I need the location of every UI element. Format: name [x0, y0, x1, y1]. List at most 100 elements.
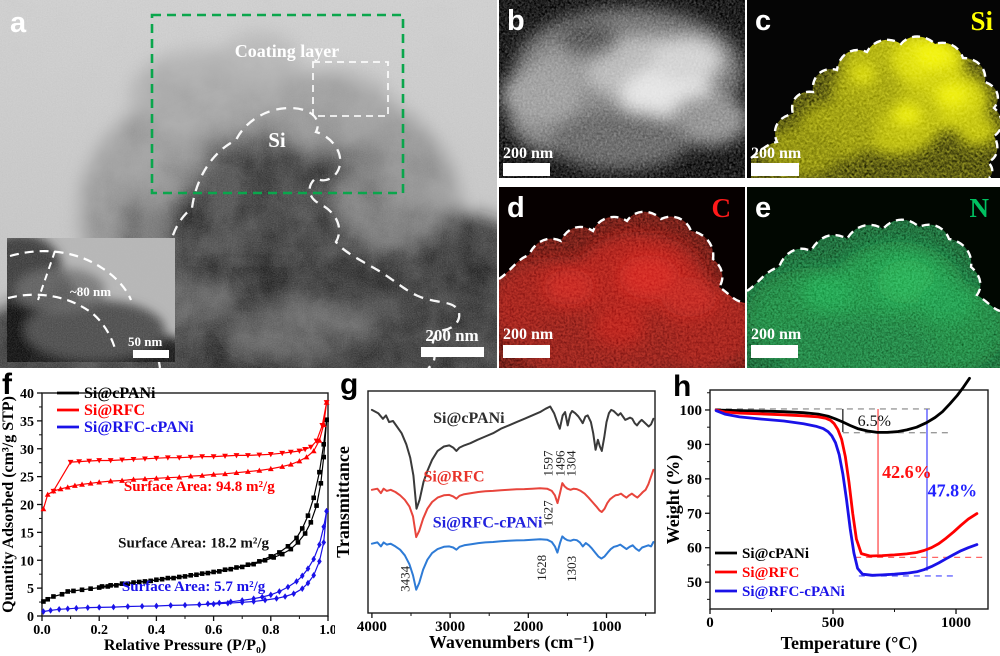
- f-marker: [296, 458, 303, 464]
- f-y-tick-label: 40: [20, 387, 34, 402]
- f-marker: [317, 558, 322, 565]
- f-marker: [287, 461, 294, 467]
- f-y-tick-label: 35: [20, 415, 34, 430]
- f-marker: [79, 587, 85, 593]
- f-marker: [182, 601, 188, 609]
- f-marker: [111, 603, 116, 611]
- f-marker: [268, 591, 274, 599]
- panel-letter-e: e: [755, 192, 771, 224]
- h-x-tick-label: 0: [706, 615, 714, 631]
- f-legend-label: Si@cPANi: [84, 385, 156, 402]
- f-marker: [274, 595, 279, 602]
- f-marker: [310, 448, 317, 454]
- f-marker: [296, 448, 303, 454]
- si-map-dashed-outline: [750, 35, 1000, 178]
- h-plot-box: [709, 389, 989, 610]
- f-marker: [187, 454, 194, 461]
- panel-g-ftir-chart: g 4000 3000 2000 1000 Wavenumbers (cm⁻¹) Tran…: [335, 370, 668, 656]
- f-marker: [164, 455, 171, 461]
- panel-letter-b: b: [507, 5, 525, 37]
- f-marker: [76, 459, 83, 465]
- f-x-tick-label: 0.8: [262, 623, 280, 638]
- scalebar-b: [503, 163, 550, 176]
- g-ylabel: Transmittance: [335, 446, 353, 558]
- f-marker: [119, 581, 125, 586]
- scalebar-a: [421, 347, 484, 357]
- f-marker: [303, 454, 310, 460]
- f-annotation: Surface Area: 18.2 m²/g: [118, 535, 269, 551]
- f-marker: [259, 593, 265, 601]
- f-x-tick-label: 1.0: [319, 623, 335, 638]
- f-marker: [239, 564, 245, 570]
- f-marker: [96, 479, 103, 485]
- f-marker: [279, 463, 286, 469]
- h-series-1: [714, 408, 979, 558]
- f-marker: [197, 601, 202, 608]
- f-marker: [165, 575, 171, 581]
- f-marker: [294, 578, 299, 585]
- f-marker: [256, 452, 263, 458]
- h-annotation: 6.5%: [858, 413, 891, 430]
- tem-image-a: ~80 nm 50 nm a Coating layer Si 200 nm: [0, 0, 497, 368]
- h-series-0: [714, 376, 971, 434]
- h-y-tick-label: 70: [687, 506, 702, 522]
- f-xlabel: Relative Pressure (P/P₀): [104, 637, 266, 654]
- f-marker: [142, 456, 148, 462]
- g-annotation: Si@RFC: [423, 469, 484, 486]
- f-y-tick-label: 25: [20, 471, 34, 486]
- c-map-art: [499, 211, 745, 368]
- f-marker: [96, 604, 102, 611]
- f-marker: [233, 469, 240, 476]
- f-marker: [130, 457, 137, 463]
- panel-h-tga-chart: h 0 500 1000 50 60 70 80 90 100 Temperature (°C) W…: [665, 370, 1000, 656]
- c-map-dashed-outline: [499, 210, 745, 305]
- h-xlabel: Temperature (°C): [781, 633, 918, 654]
- f-marker: [142, 475, 148, 482]
- f-marker: [251, 561, 256, 567]
- si-map-art: [751, 36, 1000, 178]
- f-marker: [164, 474, 171, 481]
- f-marker: [67, 459, 74, 466]
- f-marker: [44, 491, 51, 497]
- f-marker: [168, 602, 173, 609]
- f-marker: [176, 455, 183, 461]
- f-annotation: Surface Area: 5.7 m²/g: [122, 579, 266, 595]
- element-label-n: N: [970, 193, 990, 223]
- f-marker: [131, 580, 136, 585]
- f-legend-label: Si@RFC: [84, 402, 145, 419]
- f-x-tick-label: 0.0: [33, 623, 51, 638]
- f-marker: [277, 550, 282, 555]
- f-marker: [125, 603, 131, 610]
- panel-letter-c: c: [755, 5, 771, 37]
- f-marker: [153, 475, 160, 481]
- panel-e-n-map: e N 200 nm: [747, 187, 1000, 368]
- f-marker: [285, 544, 291, 549]
- f-marker: [154, 577, 159, 583]
- f-marker: [299, 526, 305, 531]
- f-marker: [287, 449, 294, 455]
- f-marker: [262, 557, 268, 563]
- f-marker: [211, 569, 216, 575]
- scalebar-label-b: 200 nm: [503, 145, 554, 162]
- f-marker: [319, 423, 326, 429]
- f-marker: [108, 583, 113, 588]
- scalebar-label-c: 200 nm: [751, 145, 802, 162]
- n-map-dashed-outline: [747, 218, 1000, 313]
- f-marker: [239, 597, 245, 604]
- g-x-tick-label: 3000: [435, 619, 465, 635]
- f-x-tick-label: 0.2: [90, 623, 108, 638]
- f-marker: [210, 454, 217, 460]
- white-dashed-box: [312, 61, 389, 117]
- f-marker: [105, 584, 111, 589]
- f-y-tick-label: 30: [20, 443, 34, 458]
- f-marker: [313, 438, 320, 444]
- g-series-2: [370, 535, 655, 591]
- h-legend-label: Si@RFC: [742, 565, 799, 581]
- f-ylabel: Quantity Adsorbed (cm³/g STP): [0, 396, 17, 613]
- f-marker: [48, 607, 53, 614]
- h-x-tick-label: 1000: [941, 615, 971, 631]
- scalebar-e: [751, 345, 798, 358]
- f-marker: [318, 481, 324, 486]
